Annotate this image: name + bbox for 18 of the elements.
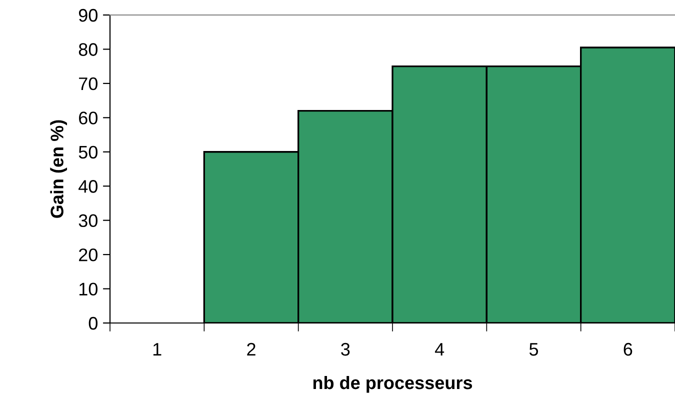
y-tick-label: 30 [78,214,98,228]
y-tick-label: 90 [78,8,98,22]
y-tick-label: 0 [88,316,98,330]
y-axis-title: Gain (en %) [50,120,67,218]
x-tick-label: 5 [529,343,538,356]
x-tick-label: 3 [341,342,350,356]
y-tick-label: 40 [78,180,98,193]
x-tick-label: 6 [624,342,632,356]
x-tick-label: 1 [153,343,162,356]
y-tick-label: 20 [79,248,98,262]
x-tick-label: 4 [434,343,444,356]
y-tick-label: 10 [79,282,98,296]
y-tick-label: 50 [78,146,98,159]
y-tick-label: 80 [78,43,98,56]
y-tick-label: 70 [79,77,98,90]
x-tick-label: 2 [247,342,256,356]
x-axis-title: nb de processeurs [313,376,472,393]
y-tick-label: 60 [79,112,98,124]
